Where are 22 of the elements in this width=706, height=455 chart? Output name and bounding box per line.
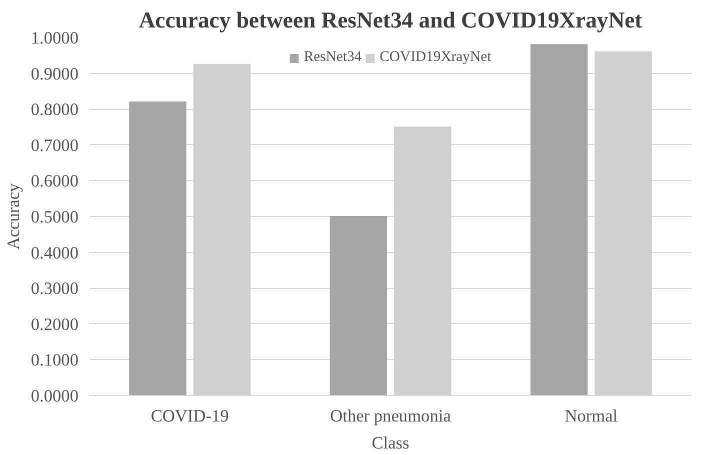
legend-label: ResNet34 (304, 49, 362, 66)
bar (129, 101, 186, 396)
y-tick-label: 0.8000 (30, 100, 79, 120)
legend-label: COVID19XrayNet (380, 49, 492, 66)
x-tick-label: Other pneumonia (330, 406, 452, 426)
x-tick-label: Normal (564, 406, 618, 426)
y-tick-label: 0.6000 (30, 172, 79, 191)
x-tick-label: COVID-19 (150, 406, 229, 426)
y-tick-label: 0.7000 (30, 136, 79, 155)
y-tick-label: 0.1000 (30, 350, 79, 370)
y-tick-label: 0.4000 (30, 243, 79, 262)
y-tick-label: 0.3000 (30, 279, 79, 298)
y-tick-label: 0.0000 (30, 386, 79, 406)
y-tick-label: 0.5000 (30, 208, 79, 226)
bar (530, 44, 588, 396)
chart-title: Accuracy between ResNet34 and COVID19XrayNet (138, 8, 643, 32)
x-axis-title: Class (372, 434, 410, 452)
y-tick-label: 0.9000 (30, 64, 79, 84)
y-tick-label: 1.0000 (30, 28, 79, 48)
y-tick-label: 0.2000 (30, 314, 79, 334)
y-axis-title: Accuracy (4, 182, 23, 250)
bar (330, 216, 387, 396)
